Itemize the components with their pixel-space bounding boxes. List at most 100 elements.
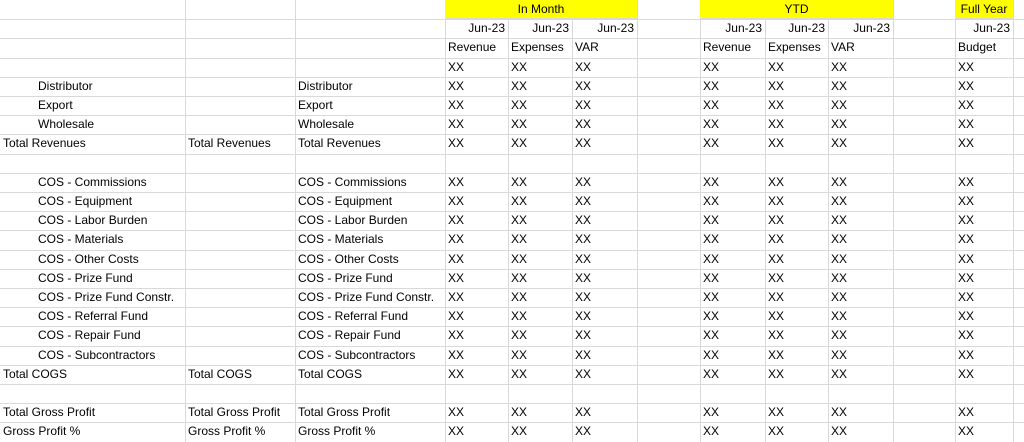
cell-value: XX [575, 136, 592, 151]
grid-cell [765, 192, 829, 213]
cell-value: XX [958, 78, 975, 93]
cell-value: XX [958, 328, 975, 343]
grid-cell [445, 345, 509, 366]
row-total-label: Gross Profit % [188, 424, 266, 439]
cell-value: XX [831, 309, 848, 324]
row-name: COS - Equipment [298, 194, 393, 208]
grid-cell [637, 57, 701, 78]
grid-cell [185, 249, 296, 270]
cell-value: XX [831, 328, 848, 343]
grid-cell [185, 403, 296, 424]
grid-cell [1013, 192, 1024, 213]
grid-cell [955, 192, 1014, 213]
grid-cell [185, 153, 296, 174]
cell-value: XX [703, 78, 720, 93]
cell-value: XX [768, 366, 785, 381]
grid-cell [828, 0, 894, 21]
grid-cell [572, 0, 638, 21]
grid-cell [572, 172, 638, 193]
measure-header: Budget [958, 40, 997, 55]
grid-cell [955, 38, 1014, 59]
cell-value: XX [703, 328, 720, 343]
cell-value: XX [511, 98, 528, 112]
grid-cell [295, 38, 446, 59]
grid-cell [955, 0, 1014, 21]
cell-value: XX [768, 251, 785, 266]
grid-cell [765, 38, 829, 59]
grid-cell [572, 268, 638, 289]
grid-cell [295, 76, 446, 97]
grid-cell [828, 57, 894, 78]
cell-value: XX [448, 309, 465, 324]
cell-value: XX [448, 194, 465, 208]
cell-value: XX [768, 174, 785, 189]
grid-cell [1013, 365, 1024, 385]
grid-cell [0, 211, 186, 232]
cell-value: XX [958, 424, 975, 439]
grid-cell [893, 19, 956, 40]
cell-value: XX [831, 405, 848, 420]
grid-cell [700, 345, 766, 366]
grid-cell [828, 364, 894, 385]
grid-cell [955, 230, 1014, 251]
cell-value: XX [511, 78, 528, 93]
cell-value: XX [958, 347, 975, 362]
grid-cell [445, 192, 509, 213]
grid-cell [185, 96, 296, 117]
grid-cell [765, 115, 829, 136]
grid-cell [893, 192, 956, 213]
measure-header: Revenue [448, 40, 497, 55]
grid-cell [185, 19, 296, 40]
cell-value: XX [768, 59, 785, 74]
grid-cell [572, 364, 638, 385]
cell-value: XX [448, 366, 465, 381]
grid-cell [893, 153, 956, 174]
grid-cell [765, 230, 829, 251]
grid-cell [1013, 230, 1024, 251]
grid-cell [765, 345, 829, 366]
grid-cell [765, 134, 829, 155]
grid-cell [1013, 384, 1024, 405]
grid-cell [0, 326, 186, 347]
cell-value: XX [831, 270, 848, 285]
cell-value: XX [768, 117, 785, 132]
grid-cell [572, 153, 638, 174]
cell-value: XX [768, 347, 785, 362]
grid-cell [445, 172, 509, 193]
grid-cell [0, 153, 186, 174]
grid-cell [637, 172, 701, 193]
grid-cell [828, 384, 894, 405]
grid-cell [445, 57, 509, 78]
cell-value: XX [575, 232, 592, 247]
grid-cell [700, 326, 766, 347]
grid-cell [955, 307, 1014, 328]
grid-cell [185, 38, 296, 59]
grid-cell [893, 364, 956, 385]
grid-cell [765, 211, 829, 232]
cell-value: XX [958, 194, 975, 208]
grid-cell [955, 384, 1014, 405]
grid-cell [828, 76, 894, 97]
grid-cell [572, 345, 638, 366]
grid-cell [700, 403, 766, 424]
grid-cell [185, 326, 296, 347]
cell-value: XX [575, 290, 592, 304]
grid-cell [637, 364, 701, 385]
cell-value: XX [703, 405, 720, 420]
grid-cell [700, 211, 766, 232]
grid-cell [0, 192, 186, 213]
grid-cell [893, 115, 956, 136]
grid-cell [295, 172, 446, 193]
grid-cell [508, 345, 573, 366]
grid-cell [572, 403, 638, 424]
grid-cell [508, 38, 573, 59]
date-header: Jun-23 [468, 21, 505, 36]
grid-cell [445, 288, 509, 309]
cell-value: XX [448, 290, 465, 304]
cell-value: XX [958, 98, 975, 112]
grid-cell [955, 364, 1014, 385]
grid-cell [893, 422, 956, 442]
grid-cell [637, 230, 701, 251]
grid-cell [955, 96, 1014, 117]
